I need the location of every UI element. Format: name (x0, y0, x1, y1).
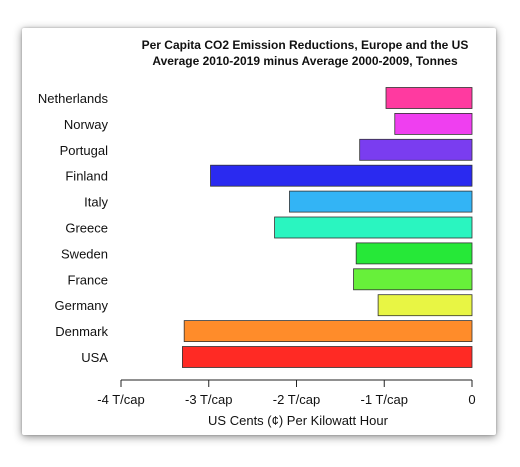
bar-portugal (359, 138, 473, 161)
bar-norway (394, 113, 473, 135)
bar-germany (377, 294, 473, 317)
x-tick-label: -3 T/cap (185, 392, 232, 407)
bar-greece (274, 216, 473, 239)
chart-title-line-2: Average 2010-2019 minus Average 2000-200… (152, 54, 458, 68)
x-axis-label: US Cents (¢) Per Kilowatt Hour (208, 413, 389, 428)
category-label-portugal: Portugal (60, 143, 109, 158)
chart-card: Per Capita CO2 Emission Reductions, Euro… (22, 28, 496, 435)
bar-france (353, 268, 473, 291)
x-tick-label: 0 (468, 392, 475, 407)
bar-chart: Per Capita CO2 Emission Reductions, Euro… (38, 38, 476, 428)
category-label-norway: Norway (64, 117, 109, 132)
x-tick-label: -1 T/cap (361, 392, 408, 407)
category-label-italy: Italy (84, 195, 108, 210)
category-label-sweden: Sweden (61, 246, 108, 261)
category-label-germany: Germany (55, 298, 109, 313)
bar-italy (289, 190, 473, 213)
x-tick-label: -2 T/cap (273, 392, 320, 407)
chart-title-line-1: Per Capita CO2 Emission Reductions, Euro… (142, 38, 469, 52)
bar-denmark (183, 320, 473, 343)
bar-netherlands (385, 87, 473, 109)
bar-sweden (355, 242, 473, 265)
category-label-greece: Greece (65, 221, 108, 236)
category-label-denmark: Denmark (55, 324, 108, 339)
category-label-france: France (68, 272, 108, 287)
category-label-usa: USA (81, 350, 108, 365)
bar-usa (182, 346, 473, 368)
x-tick-label: -4 T/cap (97, 392, 144, 407)
category-label-finland: Finland (65, 169, 108, 184)
category-label-netherlands: Netherlands (38, 91, 109, 106)
bar-finland (210, 164, 473, 187)
